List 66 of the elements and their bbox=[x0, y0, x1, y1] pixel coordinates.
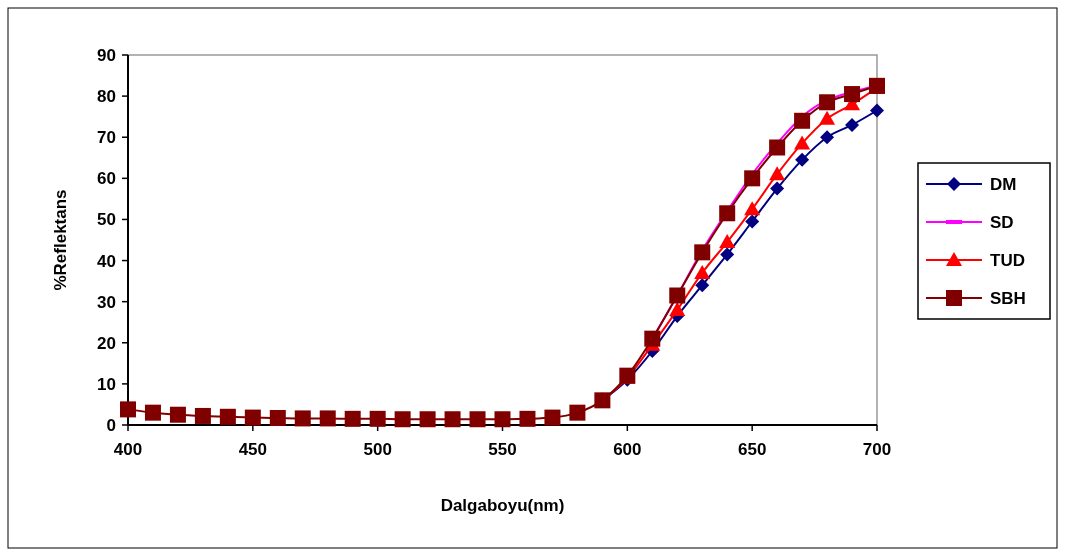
x-tick-label: 450 bbox=[238, 440, 268, 459]
point bbox=[544, 409, 561, 426]
y-tick-label: 70 bbox=[97, 128, 116, 148]
point bbox=[694, 244, 711, 261]
point bbox=[819, 110, 836, 125]
point bbox=[845, 117, 860, 132]
point bbox=[169, 406, 186, 423]
point bbox=[644, 330, 661, 347]
point bbox=[695, 278, 710, 293]
point bbox=[469, 411, 486, 428]
point bbox=[844, 86, 861, 103]
point bbox=[569, 404, 586, 421]
point bbox=[694, 264, 711, 279]
point bbox=[394, 411, 411, 428]
point bbox=[419, 411, 436, 428]
point bbox=[269, 410, 286, 427]
point bbox=[494, 411, 511, 428]
x-tick-label: 600 bbox=[613, 440, 642, 459]
legend-label: TUD bbox=[990, 250, 1025, 270]
y-tick-label: 30 bbox=[97, 292, 116, 312]
x-tick-label: 650 bbox=[737, 440, 767, 459]
y-tick-label: 10 bbox=[97, 374, 116, 394]
point bbox=[120, 401, 136, 418]
point bbox=[219, 408, 236, 425]
x-axis-title: Dalgaboyu(nm) bbox=[440, 496, 565, 515]
point bbox=[344, 410, 361, 427]
legend-label: SBH bbox=[990, 288, 1026, 308]
point bbox=[369, 410, 386, 427]
y-tick-label: 80 bbox=[97, 87, 116, 107]
point bbox=[669, 301, 686, 316]
point bbox=[794, 135, 811, 150]
point bbox=[719, 205, 736, 222]
point bbox=[795, 152, 810, 167]
point bbox=[794, 112, 811, 129]
point bbox=[769, 166, 786, 181]
point bbox=[745, 214, 760, 229]
x-tick-label: 400 bbox=[113, 440, 143, 459]
point bbox=[820, 130, 835, 145]
y-tick-label: 50 bbox=[97, 210, 116, 230]
point bbox=[244, 409, 261, 426]
y-tick-label: 20 bbox=[97, 333, 116, 353]
legend-label: DM bbox=[990, 174, 1017, 194]
point bbox=[444, 411, 461, 428]
legend-label: SD bbox=[990, 212, 1014, 232]
point bbox=[319, 410, 336, 427]
y-axis-title: %Reflektans bbox=[51, 189, 70, 291]
x-tick-label: 500 bbox=[363, 440, 392, 459]
point bbox=[669, 287, 686, 304]
point bbox=[769, 139, 786, 156]
point bbox=[870, 103, 884, 118]
y-tick-label: 0 bbox=[106, 415, 116, 435]
x-tick-label: 700 bbox=[862, 440, 892, 459]
point bbox=[720, 247, 735, 262]
point bbox=[744, 201, 761, 216]
y-tick-label: 90 bbox=[97, 45, 116, 65]
point bbox=[719, 234, 736, 249]
point bbox=[819, 94, 836, 111]
x-tick-label: 550 bbox=[488, 440, 517, 459]
point bbox=[770, 181, 785, 196]
point bbox=[744, 170, 761, 187]
y-tick-label: 40 bbox=[97, 251, 116, 271]
point bbox=[294, 410, 311, 427]
point bbox=[519, 410, 536, 427]
point bbox=[144, 404, 161, 421]
point bbox=[194, 407, 211, 424]
y-tick-label: 60 bbox=[97, 169, 116, 189]
